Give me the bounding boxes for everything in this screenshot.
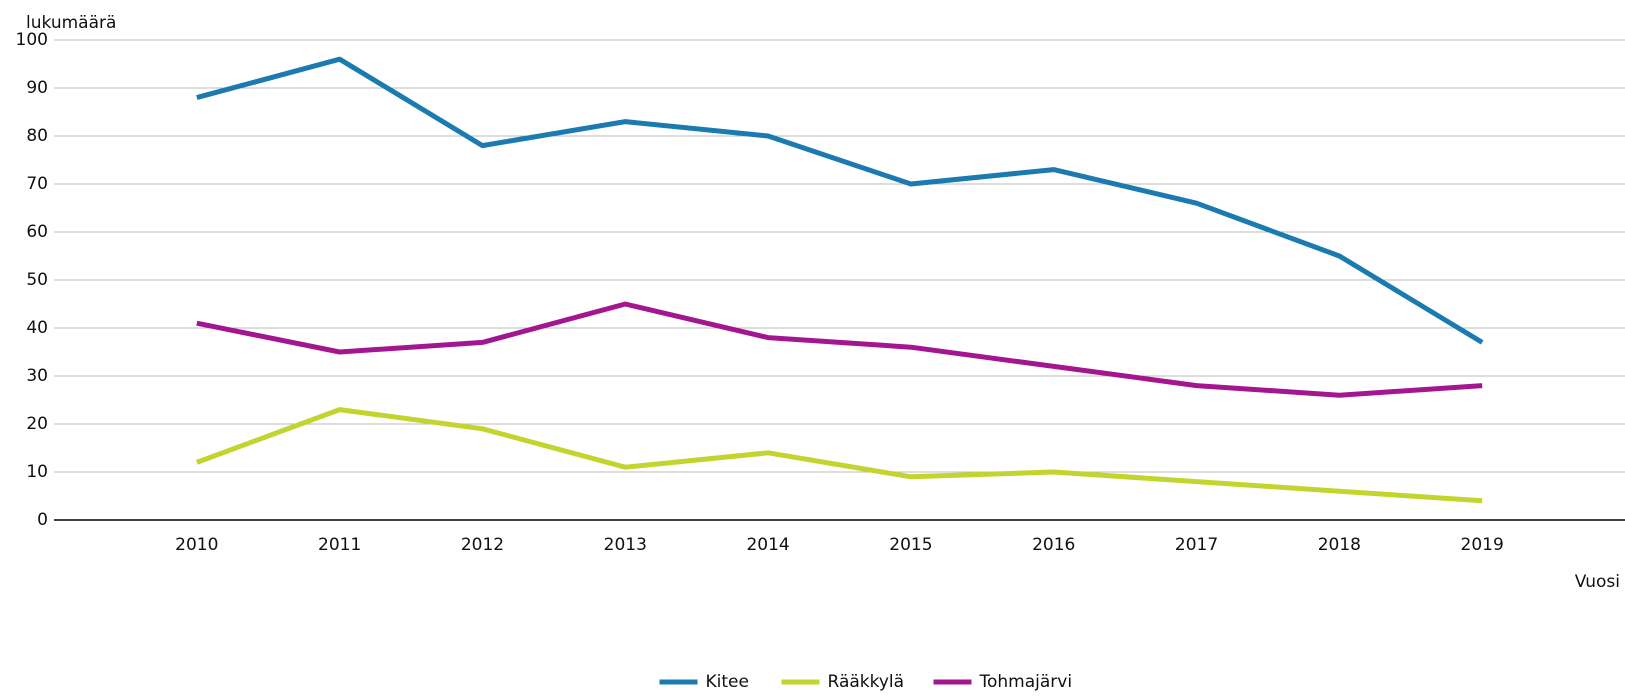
line: [196, 56, 1484, 345]
y-tick-label: 80: [26, 126, 48, 146]
x-tick-label: 2018: [1318, 535, 1361, 555]
line: [195, 407, 1483, 504]
line: [196, 301, 1483, 398]
x-tick-label: 2014: [746, 535, 789, 555]
x-tick-label: 2019: [1461, 535, 1504, 555]
x-axis-label: Vuosi: [1575, 572, 1620, 592]
x-tick-label: 2010: [175, 535, 218, 555]
x-tick-label: 2013: [604, 535, 647, 555]
y-tick-label: 10: [26, 462, 48, 482]
y-tick-label: 40: [26, 318, 48, 338]
y-tick-label: 100: [16, 30, 48, 50]
y-tick-label: 0: [37, 510, 48, 530]
legend-label: Rääkkylä: [828, 672, 905, 692]
y-tick-label: 60: [26, 222, 48, 242]
y-tick-label: 50: [26, 270, 48, 290]
x-tick-label: 2015: [889, 535, 932, 555]
y-tick-label: 90: [26, 78, 48, 98]
x-tick-label: 2011: [318, 535, 361, 555]
x-tick-label: 2012: [461, 535, 504, 555]
y-tick-label: 30: [26, 366, 48, 386]
y-tick-label: 70: [26, 174, 48, 194]
legend-label: Kitee: [706, 672, 749, 692]
legend-label: Tohmajärvi: [979, 672, 1073, 692]
y-axis-label: lukumäärä: [26, 13, 116, 33]
x-tick-label: 2017: [1175, 535, 1218, 555]
y-tick-label: 20: [26, 414, 48, 434]
x-tick-label: 2016: [1032, 535, 1075, 555]
